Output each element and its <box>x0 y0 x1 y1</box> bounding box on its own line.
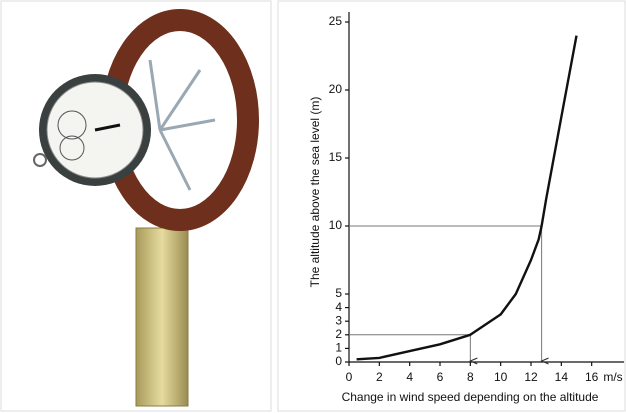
y-tick-label: 4 <box>335 300 342 314</box>
x-tick-label: 4 <box>406 370 413 384</box>
x-tick-label: 2 <box>376 370 383 384</box>
x-unit: m/s <box>603 370 622 384</box>
x-tick-label: 8 <box>467 370 474 384</box>
y-tick-label: 0 <box>335 354 342 368</box>
x-tick-label: 14 <box>555 370 569 384</box>
curve <box>356 35 578 361</box>
y-tick-label: 20 <box>329 82 343 96</box>
y-tick-label: 25 <box>329 14 343 28</box>
x-tick-label: 0 <box>346 370 353 384</box>
y-axis-label: The altitude above the sea level (m) <box>308 97 322 288</box>
x-tick-label: 16 <box>585 370 599 384</box>
x-tick-label: 10 <box>494 370 508 384</box>
x-axis-label: Change in wind speed depending on the al… <box>342 390 599 404</box>
x-tick-label: 12 <box>524 370 538 384</box>
y-tick-label: 15 <box>329 150 343 164</box>
y-tick-label: 5 <box>335 286 342 300</box>
y-tick-label: 2 <box>335 327 342 341</box>
y-tick-label: 10 <box>329 218 343 232</box>
chart-panel <box>277 0 626 412</box>
x-tick-label: 6 <box>437 370 444 384</box>
anemometer-photo <box>0 0 272 412</box>
y-tick-label: 3 <box>335 313 342 327</box>
y-tick-label: 1 <box>335 341 342 355</box>
